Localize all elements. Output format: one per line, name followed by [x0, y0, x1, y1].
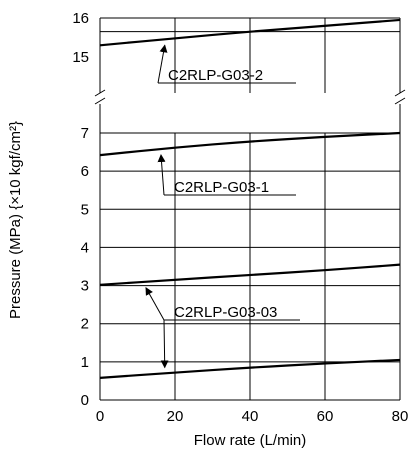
series-curve-3 — [99, 358, 401, 379]
y-tick-label: 6 — [81, 163, 89, 180]
y-tick-label: 1 — [81, 354, 89, 371]
annotation-arrow — [157, 154, 166, 196]
x-tick-label: 20 — [167, 408, 184, 425]
y-tick-label: 4 — [81, 239, 89, 256]
annotation-arrow — [145, 286, 165, 321]
annotation-0: C2RLP-G03-2 — [157, 44, 296, 84]
annotation-label: C2RLP-G03-1 — [174, 179, 269, 196]
x-tick-label: 60 — [317, 408, 334, 425]
y-tick-label: 16 — [72, 10, 89, 27]
break-stroke — [394, 89, 406, 97]
y-tick-label: 15 — [72, 49, 89, 66]
break-stroke — [94, 97, 106, 105]
y-tick-label: 5 — [81, 201, 89, 218]
break-stroke — [94, 89, 106, 97]
break-stroke — [394, 97, 406, 105]
annotation-label: C2RLP-G03-03 — [174, 304, 277, 321]
annotation-arrow — [157, 44, 168, 84]
axis-break-right — [394, 89, 406, 105]
series-curve-2 — [99, 263, 401, 286]
x-axis-label: Flow rate (L/min) — [194, 432, 307, 449]
x-tick-label: 0 — [96, 408, 104, 425]
y-tick-label: 3 — [81, 278, 89, 295]
annotation-1: C2RLP-G03-1 — [157, 154, 296, 196]
annotation-2: C2RLP-G03-03 — [145, 286, 300, 369]
y-tick-label: 7 — [81, 125, 89, 142]
series-curve-1 — [99, 131, 401, 157]
y-tick-label: 2 — [81, 316, 89, 333]
x-tick-label: 40 — [242, 408, 259, 425]
axis-break-left — [94, 89, 106, 105]
series-curve-0 — [99, 18, 401, 47]
y-tick-label: 0 — [81, 392, 89, 409]
annotation-label: C2RLP-G03-2 — [168, 67, 263, 84]
y-axis-label: Pressure (MPa) {×10 kgf/cm²} — [7, 121, 24, 319]
x-tick-label: 80 — [392, 408, 409, 425]
annotation-arrow — [160, 319, 169, 369]
